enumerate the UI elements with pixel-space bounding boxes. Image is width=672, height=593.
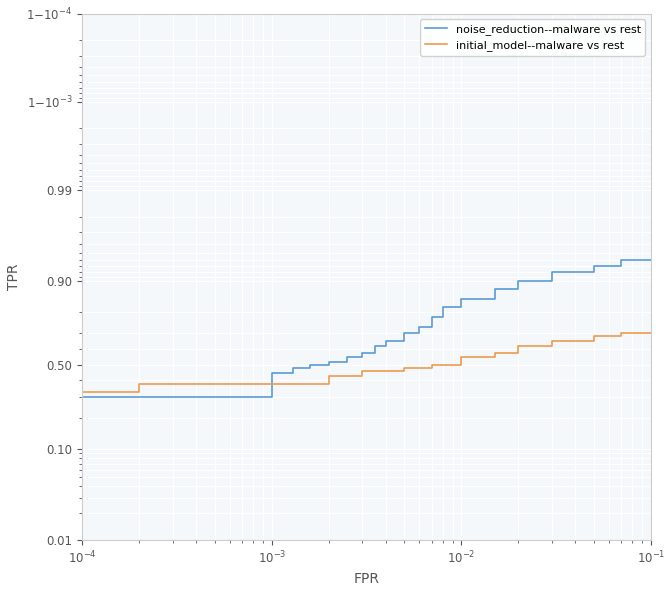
initial_model--malware vs rest xyxy=(491,354,499,361)
noise_reduction--malware vs rest xyxy=(428,323,436,330)
noise_reduction--malware vs rest xyxy=(590,263,598,270)
noise_reduction--malware vs rest xyxy=(239,394,247,401)
noise_reduction--malware vs rest xyxy=(646,257,655,264)
Y-axis label: TPR: TPR xyxy=(7,264,21,290)
initial_model--malware vs rest xyxy=(211,380,219,387)
initial_model--malware vs rest xyxy=(135,388,143,396)
noise_reduction--malware vs rest xyxy=(514,285,522,292)
initial_model--malware vs rest xyxy=(590,333,598,340)
initial_model--malware vs rest xyxy=(325,380,333,387)
initial_model--malware vs rest xyxy=(401,368,409,375)
noise_reduction--malware vs rest xyxy=(211,394,219,401)
initial_model--malware vs rest xyxy=(78,388,86,396)
initial_model--malware vs rest xyxy=(514,349,522,356)
initial_model--malware vs rest xyxy=(590,338,598,345)
initial_model--malware vs rest xyxy=(646,329,655,336)
initial_model--malware vs rest xyxy=(358,368,366,375)
X-axis label: FPR: FPR xyxy=(353,572,380,586)
noise_reduction--malware vs rest xyxy=(618,263,626,270)
initial_model--malware vs rest xyxy=(239,380,247,387)
noise_reduction--malware vs rest xyxy=(306,365,314,372)
noise_reduction--malware vs rest xyxy=(491,285,499,292)
initial_model--malware vs rest xyxy=(514,343,522,350)
noise_reduction--malware vs rest xyxy=(439,313,447,320)
noise_reduction--malware vs rest xyxy=(211,394,219,401)
noise_reduction--malware vs rest xyxy=(343,354,351,361)
initial_model--malware vs rest xyxy=(457,354,465,361)
initial_model--malware vs rest xyxy=(239,380,247,387)
noise_reduction--malware vs rest xyxy=(514,278,522,285)
noise_reduction--malware vs rest xyxy=(267,394,276,401)
noise_reduction--malware vs rest xyxy=(343,358,351,365)
initial_model--malware vs rest xyxy=(211,380,219,387)
initial_model--malware vs rest xyxy=(618,329,626,336)
noise_reduction--malware vs rest xyxy=(590,268,598,275)
Line: noise_reduction--malware vs rest: noise_reduction--malware vs rest xyxy=(82,260,650,397)
initial_model--malware vs rest xyxy=(548,338,556,345)
noise_reduction--malware vs rest xyxy=(415,329,423,336)
noise_reduction--malware vs rest xyxy=(401,338,409,345)
initial_model--malware vs rest xyxy=(548,343,556,350)
noise_reduction--malware vs rest xyxy=(290,365,298,372)
initial_model--malware vs rest xyxy=(169,380,177,387)
noise_reduction--malware vs rest xyxy=(325,361,333,368)
initial_model--malware vs rest xyxy=(491,349,499,356)
noise_reduction--malware vs rest xyxy=(401,329,409,336)
Legend: noise_reduction--malware vs rest, initial_model--malware vs rest: noise_reduction--malware vs rest, initia… xyxy=(420,20,645,56)
noise_reduction--malware vs rest xyxy=(415,323,423,330)
noise_reduction--malware vs rest xyxy=(382,343,390,350)
initial_model--malware vs rest xyxy=(169,380,177,387)
noise_reduction--malware vs rest xyxy=(491,295,499,302)
noise_reduction--malware vs rest xyxy=(325,358,333,365)
noise_reduction--malware vs rest xyxy=(78,394,86,401)
initial_model--malware vs rest xyxy=(457,361,465,368)
initial_model--malware vs rest xyxy=(267,380,276,387)
noise_reduction--malware vs rest xyxy=(548,268,556,275)
Line: initial_model--malware vs rest: initial_model--malware vs rest xyxy=(82,333,650,392)
noise_reduction--malware vs rest xyxy=(306,361,314,368)
initial_model--malware vs rest xyxy=(301,380,309,387)
initial_model--malware vs rest xyxy=(618,333,626,340)
noise_reduction--malware vs rest xyxy=(457,304,465,311)
noise_reduction--malware vs rest xyxy=(358,354,366,361)
initial_model--malware vs rest xyxy=(401,365,409,372)
noise_reduction--malware vs rest xyxy=(457,295,465,302)
initial_model--malware vs rest xyxy=(325,372,333,380)
noise_reduction--malware vs rest xyxy=(371,349,379,356)
noise_reduction--malware vs rest xyxy=(428,313,436,320)
initial_model--malware vs rest xyxy=(428,361,436,368)
initial_model--malware vs rest xyxy=(428,365,436,372)
initial_model--malware vs rest xyxy=(358,372,366,380)
noise_reduction--malware vs rest xyxy=(154,394,162,401)
noise_reduction--malware vs rest xyxy=(239,394,247,401)
noise_reduction--malware vs rest xyxy=(358,349,366,356)
noise_reduction--malware vs rest xyxy=(439,304,447,311)
initial_model--malware vs rest xyxy=(267,380,276,387)
noise_reduction--malware vs rest xyxy=(382,338,390,345)
noise_reduction--malware vs rest xyxy=(267,369,276,376)
noise_reduction--malware vs rest xyxy=(618,257,626,264)
noise_reduction--malware vs rest xyxy=(548,278,556,285)
initial_model--malware vs rest xyxy=(135,380,143,387)
initial_model--malware vs rest xyxy=(301,380,309,387)
noise_reduction--malware vs rest xyxy=(290,369,298,376)
noise_reduction--malware vs rest xyxy=(371,343,379,350)
noise_reduction--malware vs rest xyxy=(154,394,162,401)
